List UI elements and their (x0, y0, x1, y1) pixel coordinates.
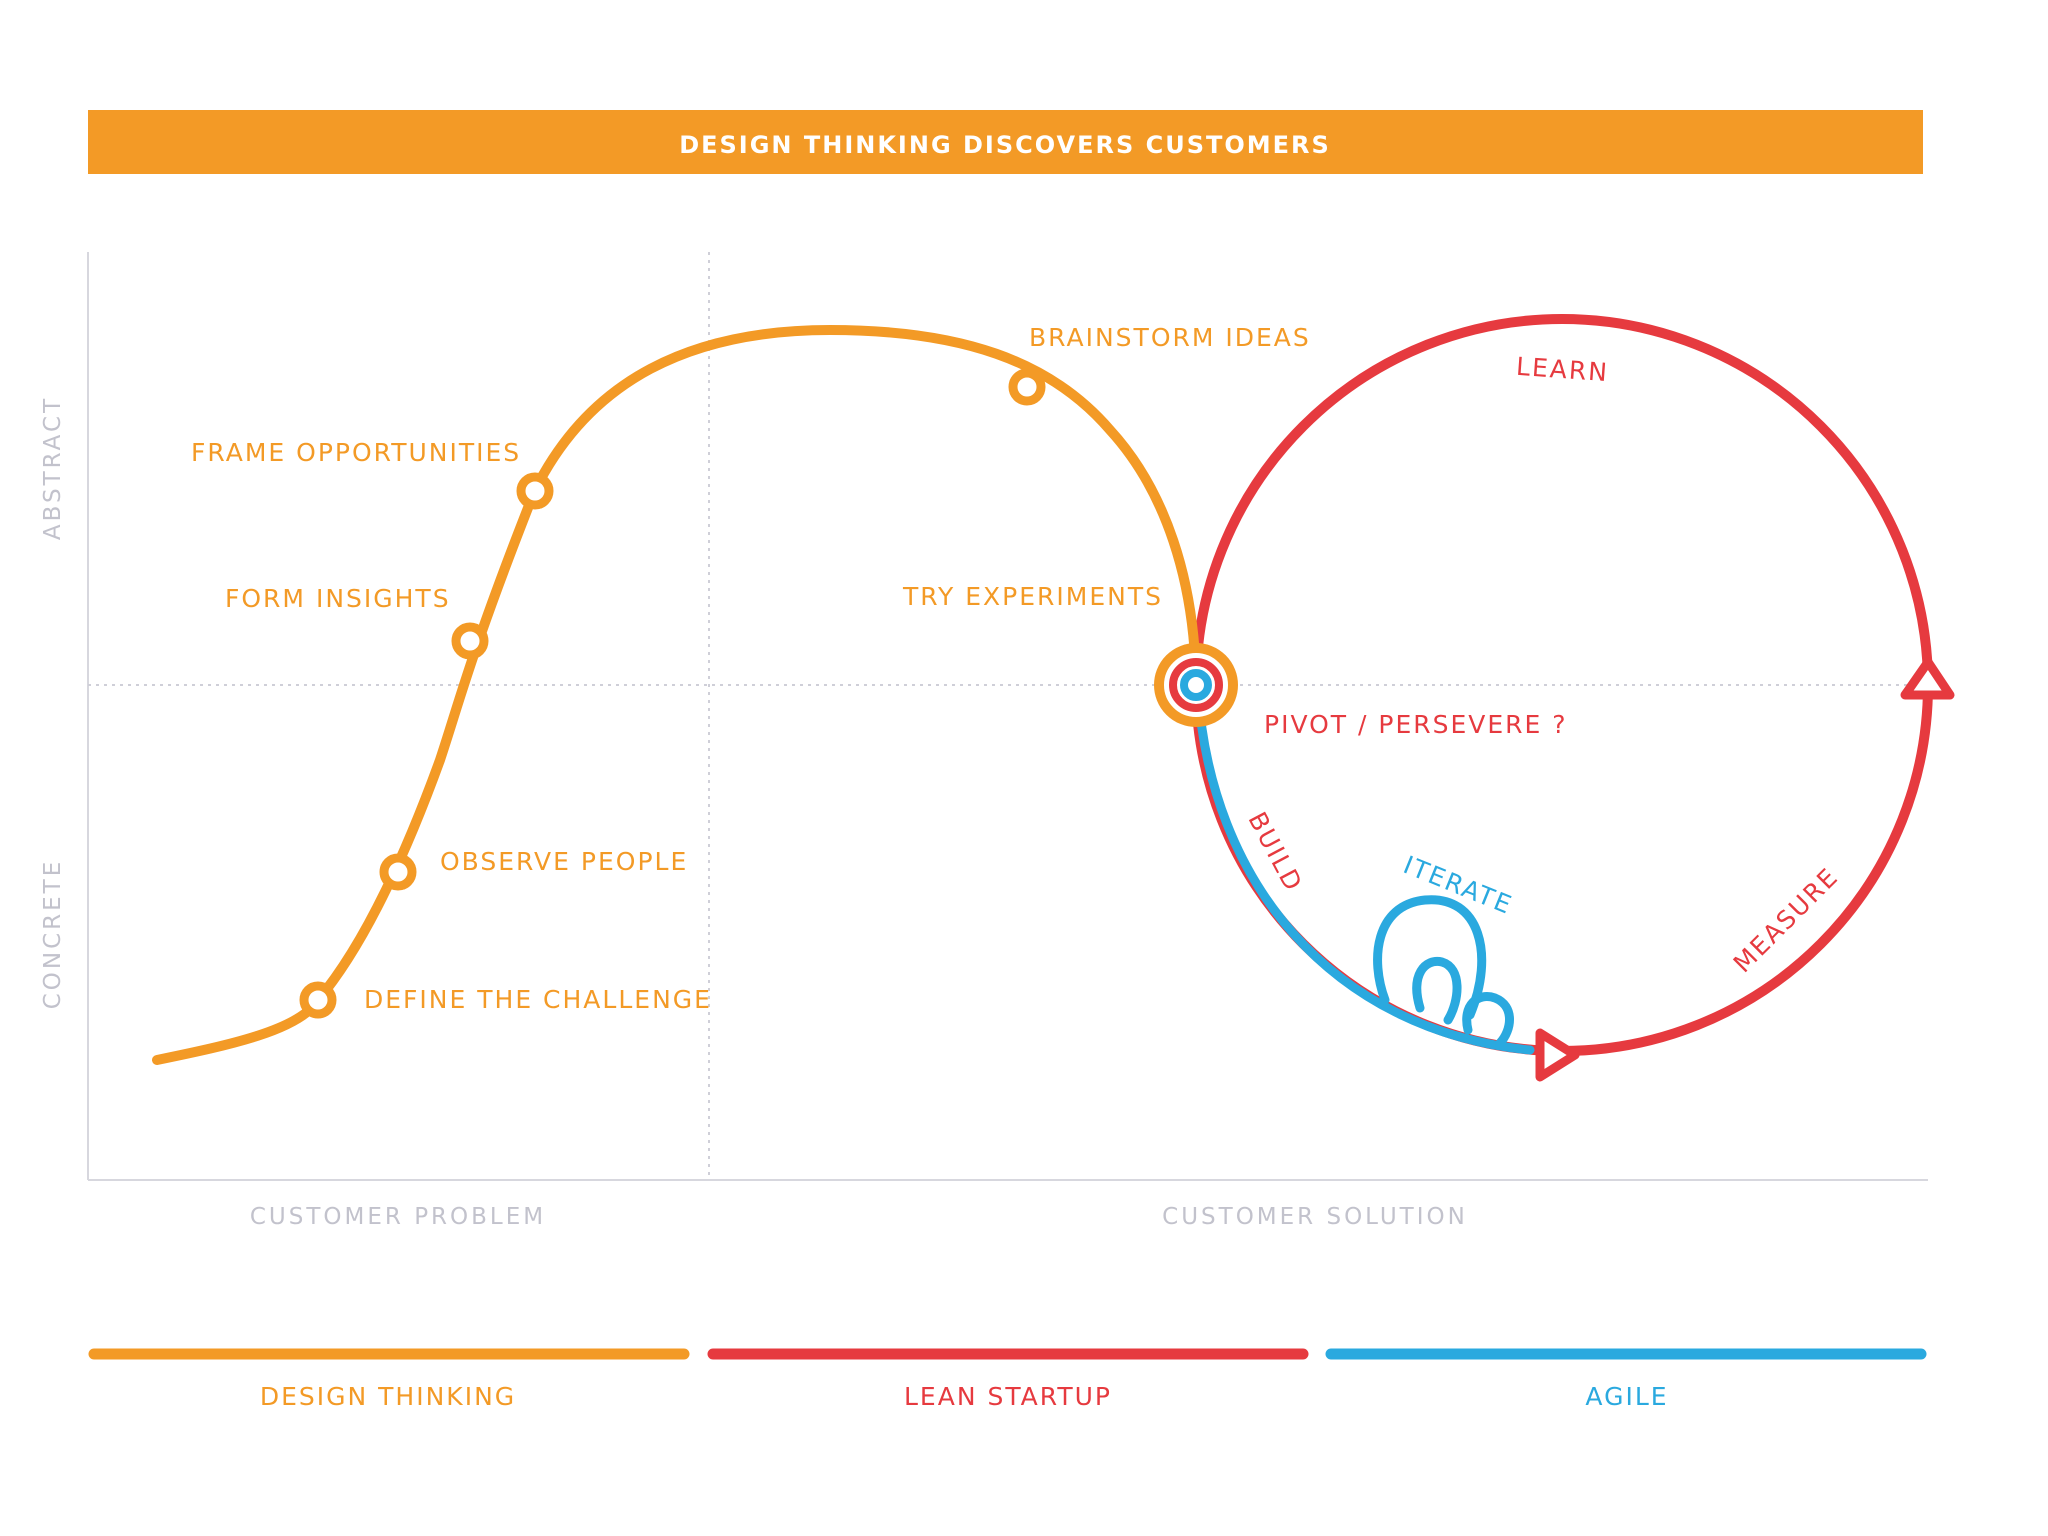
y-axis-label-concrete: CONCRETE (40, 859, 66, 1010)
marker-observe-people (379, 853, 417, 891)
label-brainstorm-ideas: BRAINSTORM IDEAS (1029, 323, 1311, 352)
learn-arrow-icon (1900, 657, 1955, 700)
build-arrow-icon (1535, 1028, 1580, 1082)
label-try-experiments: TRY EXPERIMENTS (902, 582, 1163, 611)
label-form-insights: FORM INSIGHTS (225, 584, 451, 613)
label-measure: MEASURE (1728, 862, 1845, 979)
label-frame-opportunities: FRAME OPPORTUNITIES (191, 438, 521, 467)
agile-iterate-loop-small (1462, 992, 1514, 1048)
label-observe-people: OBSERVE PEOPLE (440, 847, 688, 876)
design-thinking-curve (152, 324, 1201, 1065)
agile-build-track (1193, 685, 1535, 1055)
legend-label-agile: AGILE (1585, 1382, 1668, 1411)
agile-iterate-loop-medium (1412, 956, 1462, 1025)
agile-iterate-loop-large (1373, 895, 1487, 1020)
marker-form-insights (451, 622, 489, 660)
marker-brainstorm-ideas (1008, 368, 1046, 406)
legend-label-lean-startup: LEAN STARTUP (904, 1382, 1112, 1411)
pivot-junction-inner (1180, 669, 1212, 701)
legend-label-design-thinking: DESIGN THINKING (260, 1382, 516, 1411)
label-define-challenge: DEFINE THE CHALLENGE (364, 985, 712, 1014)
marker-frame-opportunities (516, 472, 554, 510)
label-learn: LEARN (1515, 352, 1610, 387)
x-axis-label-problem: CUSTOMER PROBLEM (250, 1204, 546, 1230)
y-axis-label-abstract: ABSTRACT (40, 396, 66, 540)
x-axis-label-solution: CUSTOMER SOLUTION (1162, 1204, 1468, 1230)
banner-title: DESIGN THINKING DISCOVERS CUSTOMERS (679, 131, 1331, 159)
title-banner (88, 110, 1923, 174)
label-pivot-persevere: PIVOT / PERSEVERE ? (1264, 710, 1568, 739)
marker-define-challenge (299, 981, 337, 1019)
